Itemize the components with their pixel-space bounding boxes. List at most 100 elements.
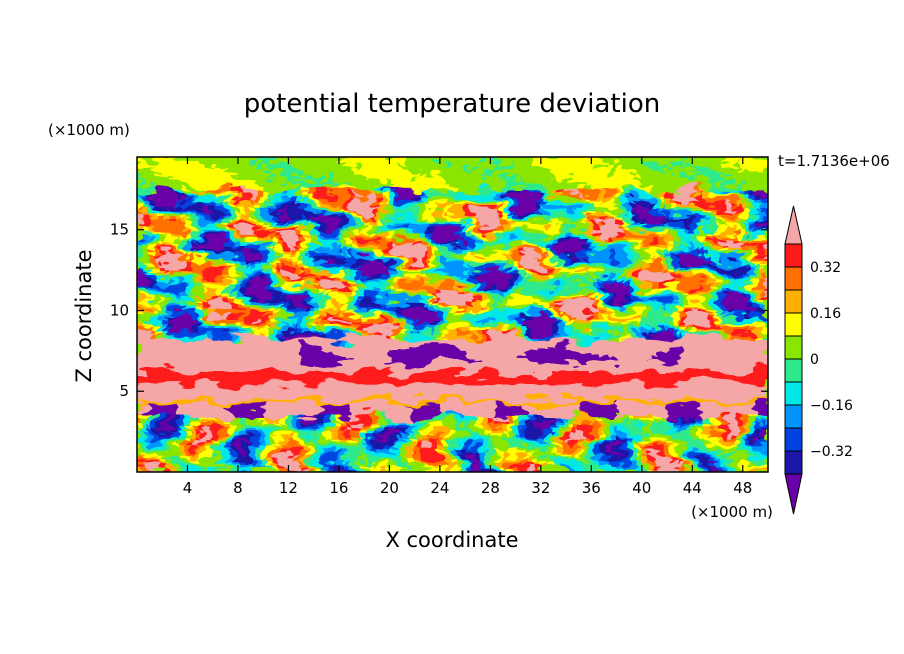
contour-cell bbox=[609, 463, 618, 469]
contour-cell bbox=[546, 382, 554, 388]
contour-cell bbox=[698, 281, 706, 287]
contour-cell bbox=[729, 358, 737, 364]
contour-cell bbox=[174, 390, 182, 396]
contour-cell bbox=[281, 334, 289, 340]
contour-cell bbox=[590, 402, 599, 408]
contour-cell bbox=[470, 354, 479, 360]
contour-cell bbox=[483, 326, 491, 332]
contour-cell bbox=[218, 326, 226, 332]
contour-cell bbox=[698, 366, 706, 372]
contour-cell bbox=[508, 309, 517, 315]
contour-cell bbox=[660, 370, 668, 376]
contour-cell bbox=[641, 394, 649, 400]
contour-cell bbox=[754, 370, 763, 376]
contour-cell bbox=[679, 362, 687, 368]
contour-cell bbox=[332, 277, 340, 283]
contour-cell bbox=[155, 289, 163, 295]
contour-cell bbox=[199, 273, 207, 279]
contour-cell bbox=[205, 394, 214, 400]
contour-cell bbox=[193, 334, 201, 340]
contour-cell bbox=[269, 463, 277, 469]
contour-cell bbox=[628, 318, 636, 324]
contour-cell bbox=[275, 309, 283, 315]
contour-cell bbox=[521, 386, 529, 392]
contour-cell bbox=[180, 322, 188, 328]
contour-cell bbox=[262, 439, 271, 445]
contour-cell bbox=[628, 406, 636, 412]
contour-cell bbox=[180, 374, 188, 380]
contour-cell bbox=[237, 350, 245, 356]
contour-cell bbox=[590, 318, 599, 324]
contour-cell bbox=[685, 309, 693, 315]
contour-cell bbox=[262, 273, 271, 279]
contour-cell bbox=[527, 350, 536, 356]
contour-cell bbox=[761, 318, 768, 324]
contour-cell bbox=[168, 362, 176, 368]
contour-cell bbox=[477, 277, 485, 283]
contour-cell bbox=[351, 314, 359, 320]
contour-cell bbox=[363, 378, 371, 384]
contour-cell bbox=[168, 314, 176, 320]
contour-cell bbox=[729, 459, 737, 465]
contour-cell bbox=[698, 338, 706, 344]
contour-cell bbox=[622, 318, 630, 324]
contour-cell bbox=[269, 293, 277, 299]
contour-cell bbox=[603, 358, 611, 364]
contour-cell bbox=[382, 285, 390, 291]
contour-cell bbox=[609, 382, 618, 388]
contour-cell bbox=[742, 451, 750, 457]
contour-cell bbox=[231, 322, 239, 328]
contour-cell bbox=[634, 414, 643, 420]
contour-cell bbox=[306, 374, 315, 380]
contour-cell bbox=[294, 354, 302, 360]
contour-cell bbox=[634, 463, 643, 469]
contour-cell bbox=[313, 342, 321, 348]
contour-cell bbox=[199, 435, 207, 441]
contour-cell bbox=[193, 305, 201, 311]
contour-cell bbox=[559, 467, 567, 472]
contour-cell bbox=[142, 326, 151, 332]
contour-cell bbox=[199, 314, 207, 320]
contour-cell bbox=[452, 354, 460, 360]
contour-cell bbox=[369, 451, 378, 457]
contour-cell bbox=[521, 370, 529, 376]
contour-cell bbox=[672, 423, 681, 429]
contour-cell bbox=[609, 350, 618, 356]
contour-cell bbox=[344, 455, 353, 461]
contour-cell bbox=[489, 289, 498, 295]
contour-cell bbox=[597, 419, 605, 425]
contour-cell bbox=[382, 467, 390, 472]
contour-cell bbox=[256, 289, 264, 295]
contour-cell bbox=[464, 459, 472, 465]
contour-cell bbox=[388, 281, 397, 287]
contour-cell bbox=[653, 402, 662, 408]
contour-cell bbox=[294, 447, 302, 453]
contour-cell bbox=[395, 350, 403, 356]
contour-cell bbox=[698, 467, 706, 472]
contour-cell bbox=[515, 277, 523, 283]
contour-cell bbox=[565, 406, 573, 412]
contour-cell bbox=[527, 378, 536, 384]
contour-cell bbox=[546, 277, 554, 283]
contour-cell bbox=[275, 386, 283, 392]
contour-cell bbox=[735, 451, 744, 457]
contour-cell bbox=[401, 330, 409, 336]
contour-cell bbox=[590, 419, 599, 425]
contour-cell bbox=[426, 366, 435, 372]
contour-cell bbox=[243, 342, 252, 348]
contour-cell bbox=[142, 314, 151, 320]
contour-cell bbox=[357, 281, 365, 287]
contour-cell bbox=[369, 439, 378, 445]
contour-cell bbox=[622, 301, 630, 307]
contour-cell bbox=[218, 378, 226, 384]
contour-cell bbox=[660, 459, 668, 465]
contour-cell bbox=[363, 346, 371, 352]
contour-cell bbox=[647, 443, 655, 449]
contour-cell bbox=[313, 386, 321, 392]
contour-cell bbox=[603, 334, 611, 340]
contour-cell bbox=[717, 427, 725, 433]
contour-cell bbox=[420, 431, 428, 437]
contour-cell bbox=[388, 455, 397, 461]
contour-cell bbox=[401, 362, 409, 368]
contour-cell bbox=[168, 293, 176, 299]
